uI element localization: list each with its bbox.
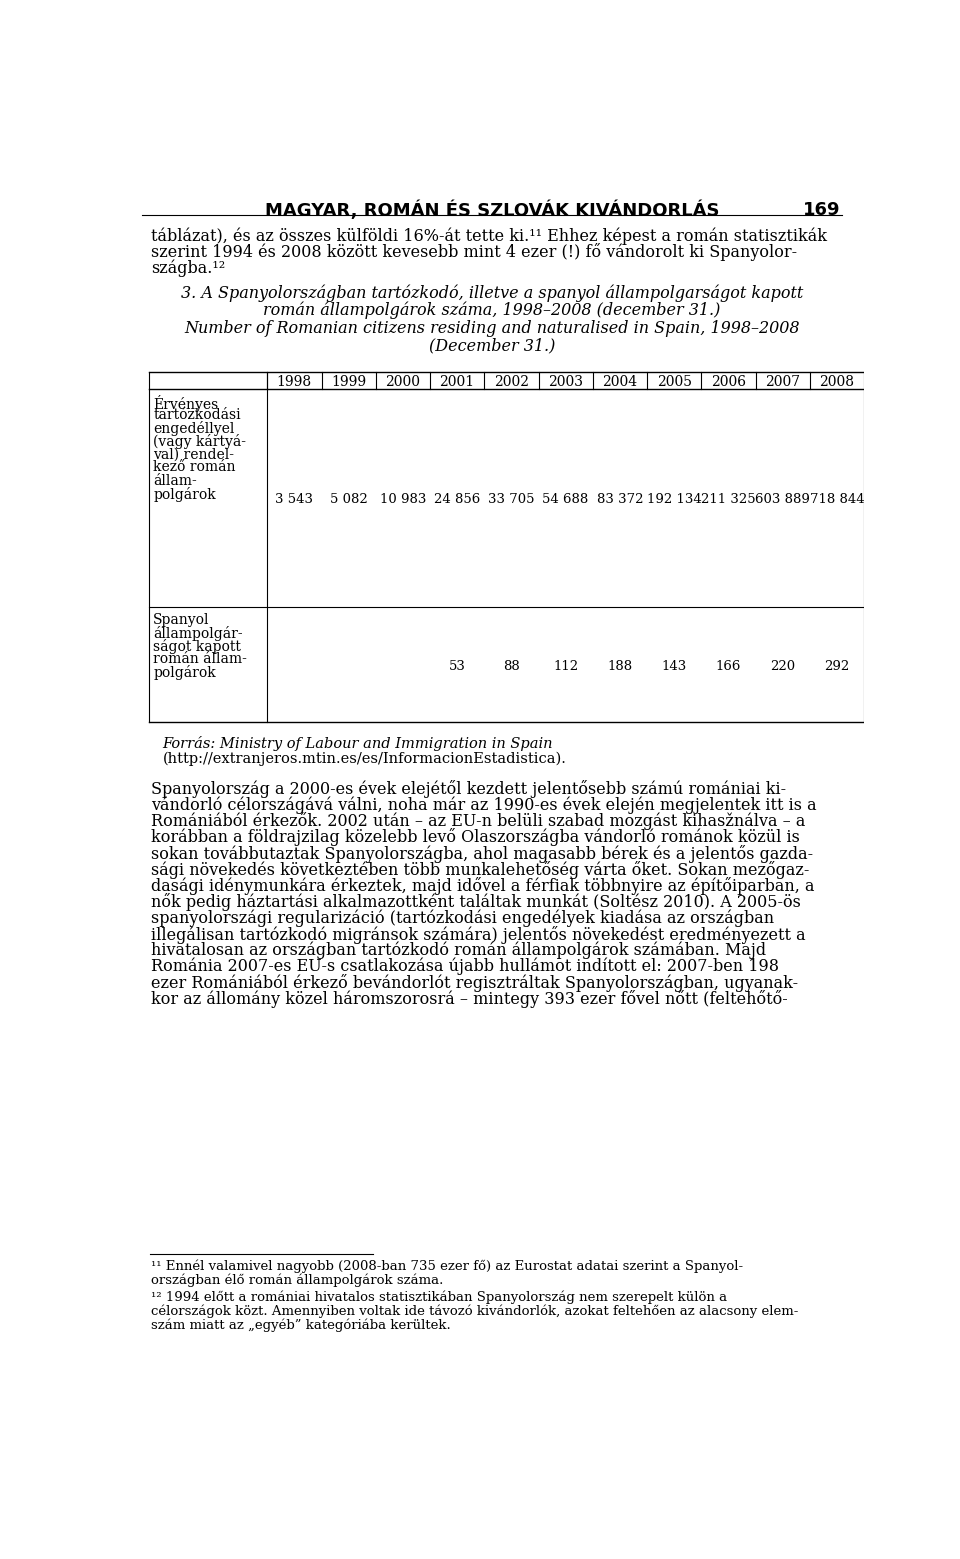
Text: MAGYAR, ROMÁN ÉS SZLOVÁK KIVÁNDORLÁS: MAGYAR, ROMÁN ÉS SZLOVÁK KIVÁNDORLÁS	[265, 201, 719, 220]
Text: ¹² 1994 előtt a romániai hivatalos statisztikában Spanyolország nem szerepelt kü: ¹² 1994 előtt a romániai hivatalos stati…	[151, 1291, 727, 1303]
Text: 5 082: 5 082	[329, 493, 368, 507]
Text: szágba.¹²: szágba.¹²	[151, 259, 226, 278]
Text: spanyolországi regularizáció (tartózkodási engedélyek kiadása az országban: spanyolországi regularizáció (tartózkodá…	[151, 909, 774, 928]
Text: ¹¹ Ennél valamivel nagyobb (2008-ban 735 ezer fő) az Eurostat adatai szerint a S: ¹¹ Ennél valamivel nagyobb (2008-ban 735…	[151, 1260, 743, 1274]
Text: 112: 112	[553, 659, 578, 673]
Text: 2003: 2003	[548, 376, 583, 388]
Text: hivatalosan az országban tartózkodó román állampolgárok számában. Majd: hivatalosan az országban tartózkodó romá…	[151, 942, 766, 959]
Text: ezer Romániából érkező bevándorlót regisztráltak Spanyolországban, ugyanak-: ezer Romániából érkező bevándorlót regis…	[151, 974, 798, 992]
Text: 166: 166	[716, 659, 741, 673]
Text: 88: 88	[503, 659, 519, 673]
Text: 603 889: 603 889	[756, 493, 810, 507]
Text: 211 325: 211 325	[701, 493, 756, 507]
Text: állam-: állam-	[154, 474, 197, 488]
Text: 220: 220	[770, 659, 795, 673]
Text: Spanyolország a 2000-es évek elejétől kezdett jelentősebb számú romániai ki-: Spanyolország a 2000-es évek elejétől ke…	[151, 780, 786, 798]
Text: tartózkodási: tartózkodási	[154, 408, 241, 422]
Text: Number of Romanian citizens residing and naturalised in Spain, 1998–2008: Number of Romanian citizens residing and…	[184, 320, 800, 337]
Text: 2004: 2004	[602, 376, 637, 388]
Text: 3. A Spanyolországban tartózkodó, illetve a spanyol állampolgarságot kapott: 3. A Spanyolországban tartózkodó, illetv…	[180, 284, 804, 301]
Text: 54 688: 54 688	[542, 493, 588, 507]
Text: (vagy kártyá-: (vagy kártyá-	[154, 435, 247, 449]
Text: nők pedig háztartási alkalmazottként találtak munkát (Soltész 2010). A 2005-ös: nők pedig háztartási alkalmazottként tal…	[151, 893, 801, 910]
Text: 2001: 2001	[440, 376, 474, 388]
Text: célországok közt. Amennyiben voltak ide távozó kivándorlók, azokat feltehően az : célországok közt. Amennyiben voltak ide …	[151, 1305, 799, 1317]
Text: 2007: 2007	[765, 376, 801, 388]
Text: 10 983: 10 983	[380, 493, 426, 507]
Text: állampolgár-: állampolgár-	[154, 627, 243, 641]
Text: Érvényes: Érvényes	[154, 394, 219, 412]
Text: Romániából érkezők. 2002 után – az EU-n belüli szabad mozgást kihasžnálva – a: Romániából érkezők. 2002 után – az EU-n …	[151, 812, 805, 831]
Text: 2002: 2002	[493, 376, 529, 388]
Text: román állampolgárok száma, 1998–2008 (december 31.): román állampolgárok száma, 1998–2008 (de…	[263, 302, 721, 320]
Text: dasági idénymunkára érkeztek, majd idővel a férfiak többnyire az építőiparban, a: dasági idénymunkára érkeztek, majd időve…	[151, 878, 814, 895]
Text: 2006: 2006	[710, 376, 746, 388]
Text: engedéllyel: engedéllyel	[154, 421, 234, 437]
Text: kező román: kező román	[154, 460, 236, 474]
Text: 188: 188	[608, 659, 633, 673]
Text: polgárok: polgárok	[154, 666, 216, 680]
Text: 143: 143	[661, 659, 686, 673]
Text: táblázat), és az összes külföldi 16%-át tette ki.¹¹ Ehhez képest a román statisz: táblázat), és az összes külföldi 16%-át …	[151, 228, 827, 245]
Text: 2000: 2000	[385, 376, 420, 388]
Text: 2005: 2005	[657, 376, 691, 388]
Text: korábban a földrajzilag közelebb levő Olaszországba vándorló románok közül is: korábban a földrajzilag közelebb levő Ol…	[151, 828, 800, 847]
Text: Forrás: Ministry of Labour and Immigration in Spain: Forrás: Ministry of Labour and Immigrati…	[162, 736, 553, 751]
Text: sokan továbbutaztak Spanyolországba, ahol magasabb bérek és a jelentős gazda-: sokan továbbutaztak Spanyolországba, aho…	[151, 845, 813, 862]
Text: 1999: 1999	[331, 376, 366, 388]
Text: val) rendel-: val) rendel-	[154, 447, 234, 461]
Text: 24 856: 24 856	[434, 493, 480, 507]
Text: Románia 2007-es EU-s csatlakozása újabb hullámot indított el: 2007-ben 198: Románia 2007-es EU-s csatlakozása újabb …	[151, 957, 779, 976]
Text: 292: 292	[825, 659, 850, 673]
Text: 83 372: 83 372	[596, 493, 643, 507]
Text: (December 31.): (December 31.)	[429, 337, 555, 354]
Text: szerint 1994 és 2008 között kevesebb mint 4 ezer (!) fő vándorolt ki Spanyolor-: szerint 1994 és 2008 között kevesebb min…	[151, 243, 797, 262]
Text: vándorló célországává válni, noha már az 1990-es évek elején megjelentek itt is : vándorló célországává válni, noha már az…	[151, 797, 817, 814]
Text: ságot kapott: ságot kapott	[154, 639, 241, 655]
Text: illegálisan tartózkodó migránsok számára) jelentős növekedést eredményezett a: illegálisan tartózkodó migránsok számára…	[151, 926, 805, 943]
Text: 169: 169	[804, 201, 841, 218]
Text: polgárok: polgárok	[154, 486, 216, 502]
Text: kor az állomány közel háromszorosrá – mintegy 393 ezer fővel nőtt (feltehőtő-: kor az állomány közel háromszorosrá – mi…	[151, 990, 788, 1009]
Text: 192 134: 192 134	[647, 493, 702, 507]
Text: 53: 53	[448, 659, 466, 673]
Text: Spanyol: Spanyol	[154, 613, 210, 627]
Text: (http://extranjeros.mtin.es/es/InformacionEstadistica).: (http://extranjeros.mtin.es/es/Informaci…	[162, 751, 566, 765]
Text: sági növekedés következtében több munkalehetőség várta őket. Sokan mezőgaz-: sági növekedés következtében több munkal…	[151, 861, 809, 879]
Text: 718 844: 718 844	[809, 493, 864, 507]
Text: 2008: 2008	[820, 376, 854, 388]
Text: 1998: 1998	[276, 376, 312, 388]
Text: szám miatt az „egyéb” kategóriába kerültek.: szám miatt az „egyéb” kategóriába került…	[151, 1319, 451, 1331]
Text: román állam-: román állam-	[154, 652, 248, 666]
Text: országban élő román állampolgárok száma.: országban élő román állampolgárok száma.	[151, 1274, 444, 1288]
Text: 33 705: 33 705	[488, 493, 535, 507]
Text: 3 543: 3 543	[276, 493, 313, 507]
